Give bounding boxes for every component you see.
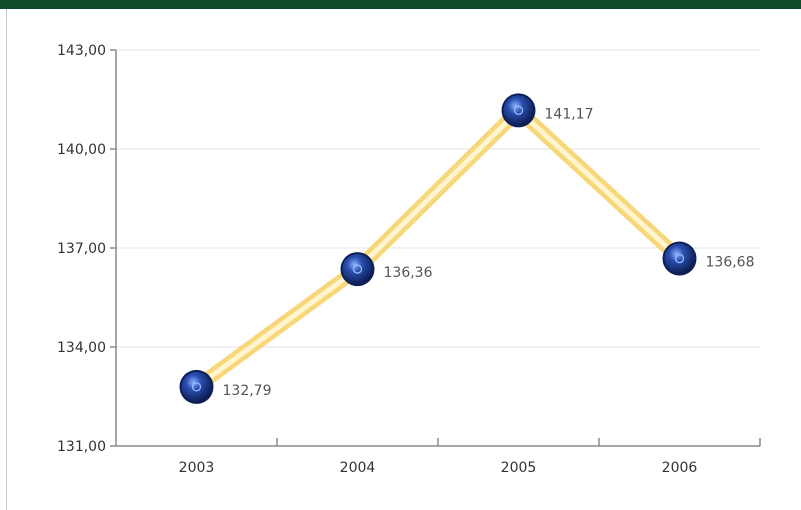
data-markers — [179, 93, 697, 404]
data-label: 136,68 — [706, 255, 755, 271]
header-bar — [0, 0, 801, 9]
data-point-center — [513, 105, 524, 115]
data-point-center — [352, 264, 363, 274]
data-label: 132,79 — [223, 383, 272, 399]
x-tick-label: 2004 — [340, 460, 376, 476]
y-tick-label: 137,00 — [57, 241, 106, 257]
y-tick-label: 143,00 — [57, 43, 106, 59]
data-point-disc — [181, 371, 212, 402]
series-line-outer — [189, 100, 687, 394]
data-point-disc — [503, 95, 534, 126]
x-tick-label: 2006 — [662, 460, 698, 476]
data-point — [501, 93, 536, 128]
data-point-disc — [664, 243, 695, 274]
data-point — [340, 252, 375, 287]
series-line-core — [194, 106, 682, 390]
data-point — [662, 241, 697, 276]
x-tick-label: 2003 — [179, 460, 215, 476]
data-point-center — [674, 253, 685, 264]
data-labels: 132,79 136,36 141,17 136,68 — [223, 106, 755, 399]
tick-labels: 131,00 134,00 137,00 140,00 143,00 2003 2004 20… — [57, 43, 697, 476]
axes — [110, 49, 761, 447]
data-point-center — [191, 382, 202, 392]
x-tick-label: 2005 — [501, 460, 537, 476]
data-point-disc — [342, 254, 373, 285]
data-label: 136,36 — [384, 265, 433, 281]
data-label: 141,17 — [545, 106, 594, 122]
grid-lines — [116, 49, 760, 348]
left-border — [6, 9, 7, 510]
y-tick-label: 131,00 — [57, 439, 106, 455]
y-tick-label: 134,00 — [57, 340, 106, 356]
data-point — [179, 369, 214, 404]
y-tick-label: 140,00 — [57, 142, 106, 158]
series-line — [189, 100, 687, 394]
